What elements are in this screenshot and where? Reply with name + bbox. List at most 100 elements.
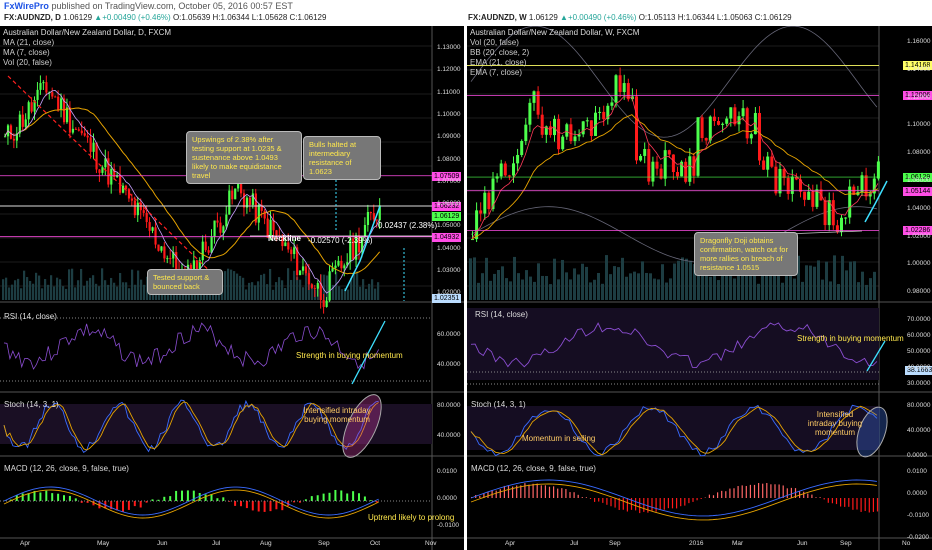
volume-bar	[338, 286, 341, 300]
volume-bar	[673, 263, 676, 300]
volume-bar	[525, 270, 528, 300]
candle-body	[684, 161, 688, 182]
weekly-month-2: Sep	[609, 540, 621, 547]
weekly-macd-label[interactable]: MACD (12, 26, close, 9, false, true)	[471, 464, 596, 473]
weekly-study-vol[interactable]: Vol (20, false)	[470, 38, 519, 47]
macd-histogram-bar	[749, 484, 751, 498]
daily-study-vol[interactable]: Vol (20, false)	[3, 58, 52, 67]
daily-note-tested-support: Tested support & bounced back	[147, 269, 223, 295]
macd-histogram-bar	[68, 495, 71, 501]
weekly-study-bb[interactable]: BB (20, close, 2)	[470, 48, 530, 57]
candle-body	[569, 124, 573, 142]
right-high: H:1.06344	[677, 13, 715, 22]
daily-study-ma21[interactable]: MA (21, close)	[3, 38, 55, 47]
candle-body	[225, 214, 228, 227]
weekly-month-4: Mar	[732, 540, 744, 547]
candle-body	[228, 190, 231, 215]
volume-bar	[821, 279, 824, 300]
candle-body	[471, 239, 474, 241]
candle-body	[503, 163, 507, 176]
right-close: C:1.06129	[754, 13, 792, 22]
candle-body	[483, 192, 487, 214]
candle-body	[622, 83, 626, 93]
daily-price-axis-9: 1.04000	[437, 244, 461, 252]
macd-histogram-bar	[520, 485, 522, 498]
candle-body	[340, 260, 343, 269]
weekly-rsi-label[interactable]: RSI (14, close)	[475, 310, 528, 319]
volume-bar	[829, 281, 832, 300]
macd-histogram-bar	[516, 485, 518, 498]
candle-body	[110, 168, 113, 185]
candle-body	[293, 247, 296, 255]
macd-histogram-bar	[524, 483, 526, 498]
volume-bar	[98, 286, 101, 300]
volume-bar	[140, 279, 143, 300]
weekly-rsi-axis-4: 30.0000	[907, 380, 931, 387]
volume-bar	[469, 258, 472, 300]
daily-stoch-label[interactable]: Stoch (14, 3, 1)	[4, 400, 59, 409]
note-pointer	[784, 230, 863, 235]
daily-month-1: May	[97, 540, 110, 547]
volume-bar	[705, 255, 708, 300]
candle-body	[18, 114, 21, 134]
daily-note-upswing: Upswings of 2.38% after testing support …	[186, 131, 302, 184]
candle-body	[528, 102, 532, 125]
volume-bar	[693, 264, 696, 300]
weekly-chart-canvas[interactable]	[467, 26, 932, 550]
candle-body	[835, 225, 839, 232]
volume-bar	[553, 258, 556, 300]
weekly-study-ema21[interactable]: EMA (21, close)	[470, 58, 527, 67]
volume-bar	[347, 289, 350, 300]
candle-body	[98, 169, 101, 173]
macd-histogram-bar	[876, 498, 879, 512]
macd-histogram-bar	[139, 501, 142, 508]
daily-rsi-label[interactable]: RSI (14, close)	[4, 312, 57, 321]
volume-bar	[869, 278, 872, 300]
stoch-d-line	[3, 401, 379, 451]
macd-histogram-bar	[499, 489, 501, 498]
volume-bar	[701, 269, 704, 300]
left-symbol[interactable]: FX:AUDNZD, D	[4, 13, 61, 22]
candle-body	[676, 172, 679, 177]
macd-histogram-bar	[293, 501, 296, 503]
macd-histogram-bar	[334, 489, 337, 501]
weekly-macd-axis-1: 0.0000	[907, 490, 927, 497]
volume-bar	[541, 275, 544, 300]
macd-histogram-bar	[80, 501, 83, 503]
candle-body	[77, 129, 80, 131]
candle-body	[643, 149, 647, 156]
daily-macd-label[interactable]: MACD (12, 26, close, 9, false, true)	[4, 464, 129, 473]
volume-bar	[350, 278, 353, 300]
daily-macd-axis-2: -0.0100	[437, 522, 460, 529]
stoch-band-fill	[467, 406, 879, 450]
candle-body	[242, 193, 246, 208]
weekly-study-ema7[interactable]: EMA (7, close)	[470, 68, 523, 77]
volume-bar	[227, 268, 230, 300]
candle-body	[358, 235, 361, 252]
daily-chart-panel[interactable]: Australian Dollar/New Zealand Dollar, D,…	[0, 26, 464, 550]
brand-name[interactable]: FxWirePro	[4, 1, 49, 11]
volume-bar	[377, 282, 380, 300]
candle-body	[234, 188, 237, 200]
right-symbol[interactable]: FX:AUDNZD, W	[468, 13, 527, 22]
macd-histogram-bar	[581, 497, 583, 498]
macd-histogram-bar	[127, 501, 130, 510]
daily-price-tag-4: 1.02351	[432, 293, 462, 303]
volume-bar	[56, 277, 59, 300]
macd-histogram-bar	[729, 488, 731, 498]
daily-study-ma7[interactable]: MA (7, close)	[3, 48, 50, 57]
macd-histogram-bar	[110, 501, 113, 510]
candle-body	[790, 176, 794, 194]
volume-bar	[513, 256, 516, 300]
candle-body	[733, 107, 737, 125]
candle-body	[65, 107, 69, 123]
weekly-chart-panel[interactable]: Australian Dollar/New Zealand Dollar, W,…	[467, 26, 932, 550]
candle-body	[319, 283, 322, 301]
volume-bar	[577, 274, 580, 300]
macd-histogram-bar	[594, 498, 596, 502]
macd-histogram-bar	[676, 498, 678, 509]
candle-body	[355, 235, 358, 260]
candle-body	[334, 265, 337, 269]
weekly-stoch-label[interactable]: Stoch (14, 3, 1)	[471, 400, 526, 409]
header-bar: FxWirePro published on TradingView.com, …	[0, 0, 932, 26]
